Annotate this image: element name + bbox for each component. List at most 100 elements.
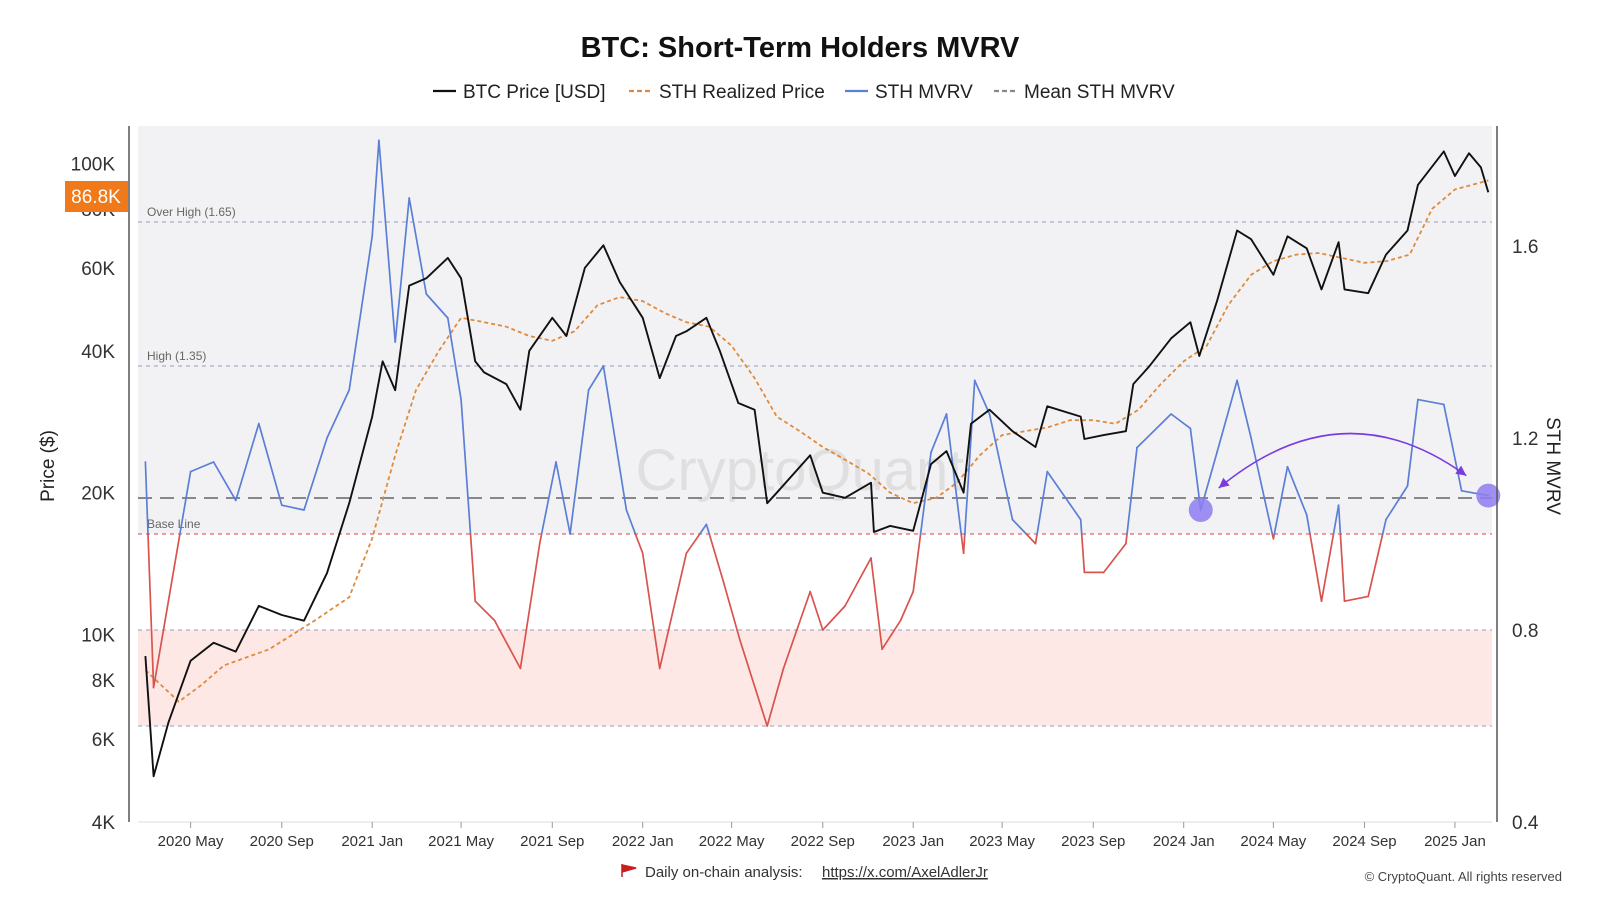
x-tick-label: 2025 Jan: [1424, 833, 1486, 850]
mvrv-segment: [899, 590, 915, 622]
mvrv-segment: [303, 437, 328, 511]
low-zone-band: [138, 630, 1492, 726]
mvrv-segment: [962, 533, 966, 555]
mvrv-segment: [378, 139, 397, 343]
arrow-head-icon: [1455, 465, 1467, 476]
mvrv-segment: [641, 552, 661, 670]
mvrv-segment: [1102, 542, 1127, 574]
legend-item-mvrv[interactable]: STH MVRV: [845, 82, 973, 103]
mvrv-segment: [569, 389, 590, 535]
mvrv-segment: [326, 389, 351, 439]
x-tick-label: 2022 May: [699, 833, 765, 850]
mvrv-segment: [144, 461, 149, 535]
legend-item-mean[interactable]: Mean STH MVRV: [994, 82, 1175, 103]
mvrv-segment: [1236, 379, 1252, 439]
watermark: CryptoQuant: [636, 438, 965, 503]
mvrv-segment: [1170, 413, 1192, 430]
mvrv-segment: [844, 557, 872, 607]
copyright: © CryptoQuant. All rights reserved: [1365, 869, 1562, 884]
reference-line-label: High (1.35): [147, 349, 206, 363]
mvrv-segment: [930, 413, 948, 454]
mvrv-segment: [625, 509, 637, 535]
y-right-tick-label: 0.8: [1512, 621, 1538, 642]
mvrv-segment: [1011, 518, 1028, 535]
mvrv-segment: [474, 600, 496, 622]
mvrv-segment: [1442, 403, 1463, 492]
mvrv-segment: [912, 533, 922, 593]
highlight-marker: [1188, 498, 1213, 522]
mvrv-segment: [1343, 595, 1370, 603]
mvrv-segment: [766, 667, 785, 727]
y-left-tick-label: 60K: [81, 259, 115, 280]
mvrv-segment: [1385, 485, 1409, 521]
x-tick-label: 2023 Jan: [882, 833, 944, 850]
y-left-tick-label: 20K: [81, 484, 115, 505]
mvrv-segment: [809, 590, 824, 631]
arrow-head-icon: [1218, 477, 1230, 488]
mvrv-segment: [1273, 465, 1289, 535]
mvrv-segment: [280, 504, 305, 511]
x-tick-label: 2021 May: [428, 833, 494, 850]
footer-link[interactable]: https://x.com/AxelAdlerJr: [822, 864, 988, 881]
series-sth-mvrv: [144, 139, 1490, 727]
mvrv-segment: [658, 552, 688, 670]
mvrv-segment: [538, 533, 543, 545]
x-tick-label: 2021 Sep: [520, 833, 584, 850]
mvrv-segment: [1136, 413, 1172, 449]
mvrv-segment: [988, 413, 1014, 521]
mvrv-segment: [738, 638, 769, 727]
y-left-tick-label: 100K: [71, 154, 116, 175]
mvrv-segment: [469, 533, 477, 603]
mvrv-segment: [870, 557, 883, 651]
mvrv-segment: [587, 365, 605, 391]
legend-item-realized[interactable]: STH Realized Price: [629, 82, 825, 103]
series-btc-price: [144, 150, 1490, 778]
mvrv-segment: [698, 523, 708, 535]
mvrv-segment: [1339, 533, 1346, 603]
mvrv-segment: [708, 533, 725, 583]
mvrv-segment: [394, 197, 411, 343]
chart-title: BTC: Short-Term Holders MVRV: [581, 32, 1020, 64]
flag-icon: [621, 864, 637, 877]
legend-label: STH Realized Price: [659, 82, 825, 103]
y-left-tick-label: 8K: [92, 671, 116, 692]
y-left-tick-label: 4K: [92, 813, 116, 834]
mvrv-segment: [1046, 470, 1082, 521]
mvrv-segment: [782, 590, 812, 670]
x-tick-label: 2020 Sep: [250, 833, 314, 850]
y-axis-right-title: STH MVRV: [1542, 417, 1563, 515]
mvrv-segment: [1216, 379, 1238, 454]
price-badge-value: 86.8K: [71, 187, 121, 208]
legend-item-price[interactable]: BTC Price [USD]: [433, 82, 606, 103]
legend-label: BTC Price [USD]: [463, 82, 606, 103]
mvrv-segment: [881, 619, 902, 651]
mvrv-segment: [1189, 427, 1202, 511]
mvrv-segment: [1381, 518, 1387, 535]
mvrv-segment: [1332, 504, 1340, 535]
mvrv-segment: [722, 581, 741, 641]
mvrv-segment: [705, 523, 711, 535]
mvrv-segment: [189, 461, 215, 473]
mvrv-segment: [1417, 398, 1445, 406]
y-left-tick-label: 6K: [92, 730, 116, 751]
mvrv-segment: [963, 379, 976, 535]
reference-line-label: Over High (1.65): [147, 205, 236, 219]
mvrv-segment: [1309, 533, 1323, 603]
mvrv-segment: [685, 533, 701, 555]
series-layer: [144, 139, 1490, 778]
mvrv-segment: [1406, 398, 1419, 487]
mvrv-segment: [147, 533, 155, 689]
mvrv-segment: [493, 619, 522, 670]
x-tick-label: 2023 Sep: [1061, 833, 1125, 850]
legend-label: Mean STH MVRV: [1024, 82, 1175, 103]
mvrv-segment: [919, 451, 932, 535]
reference-lines: Over High (1.65) High (1.35) Base Line: [138, 205, 1492, 727]
mvrv-segment: [973, 379, 991, 415]
x-tick-label: 2024 Jan: [1153, 833, 1215, 850]
mvrv-segment: [519, 542, 541, 670]
mvrv-segment: [1286, 465, 1308, 516]
plot-background: [138, 126, 1492, 726]
mvrv-segment: [540, 461, 557, 535]
mvrv-segment: [1305, 513, 1311, 535]
y-left-tick-label: 10K: [81, 625, 115, 646]
